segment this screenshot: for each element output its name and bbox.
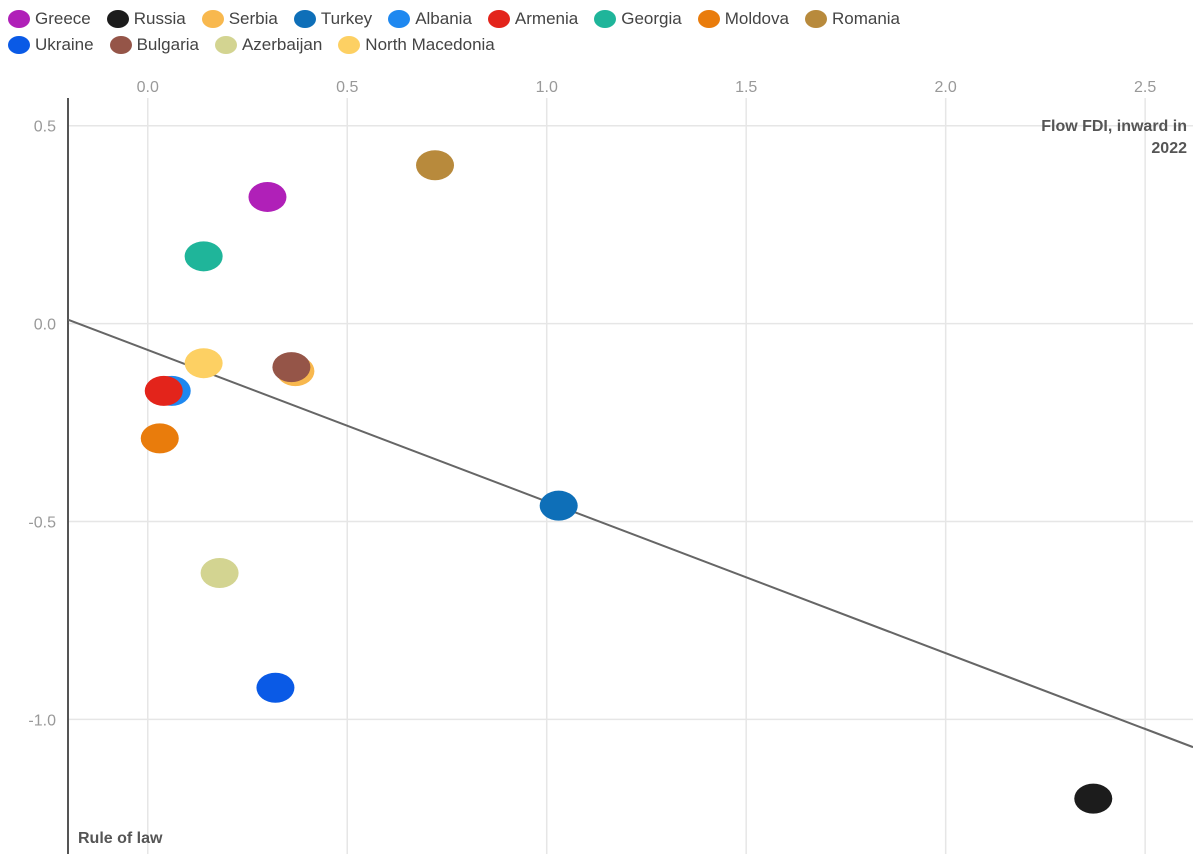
legend-swatch	[214, 36, 237, 54]
legend-label: Greece	[35, 9, 91, 28]
point-russia	[1074, 783, 1113, 814]
legend-label: Ukraine	[35, 35, 94, 54]
legend-item: Serbia	[201, 9, 278, 29]
legend-item: Turkey	[293, 9, 373, 29]
legend-item: Albania	[388, 9, 472, 29]
legend-row: Ukraine Bulgaria Azerbaijan North Macedonia	[8, 32, 1188, 58]
point-georgia	[184, 241, 223, 272]
y-tick-label: -1.0	[28, 712, 56, 729]
legend-label: Bulgaria	[136, 35, 199, 54]
point-romania	[416, 150, 455, 181]
point-ukraine	[256, 672, 295, 703]
x-tick-label: 1.0	[536, 79, 558, 96]
legend-item: Armenia	[487, 9, 579, 29]
legend-swatch	[109, 36, 132, 54]
trendline-group	[67, 318, 1193, 749]
chart-legend: Greece Russia Serbia Turkey Albania Armenia Ge…	[8, 6, 1188, 58]
point-moldova	[140, 423, 179, 454]
legend-swatch	[487, 10, 510, 28]
x-tick-label: 1.5	[735, 79, 757, 96]
legend-label: Russia	[133, 9, 186, 28]
legend-swatch	[804, 10, 827, 28]
legend-item: Greece	[8, 9, 91, 29]
tick-labels: 0.0 0.5 1.0 1.5 2.0 2.5 0.5 0.0 -0.5 -1.0	[28, 79, 1156, 729]
point-bulgaria	[272, 352, 311, 383]
y-tick-label: -0.5	[28, 515, 56, 532]
y-tick-label: 0.5	[34, 119, 56, 136]
legend-item: Russia	[106, 9, 186, 29]
legend-swatch	[201, 10, 224, 28]
y-tick-label: 0.0	[34, 317, 56, 334]
legend-swatch	[338, 36, 361, 54]
legend-swatch	[388, 10, 411, 28]
legend-label: Azerbaijan	[241, 35, 323, 54]
x-tick-label: 0.5	[336, 79, 358, 96]
x-tick-label: 2.5	[1134, 79, 1156, 96]
trendline	[67, 318, 1193, 749]
data-points	[140, 150, 1113, 814]
x-axis-title-line-1: Flow FDI, inward in	[1041, 118, 1187, 135]
legend-item: Azerbaijan	[214, 35, 323, 55]
legend-item: Romania	[804, 9, 901, 29]
grid-lines	[68, 98, 1193, 854]
legend-label: Serbia	[228, 9, 278, 28]
legend-label: Albania	[415, 9, 472, 28]
point-azerbaijan	[200, 557, 239, 588]
point-armenia	[144, 375, 183, 406]
legend-label: Moldova	[724, 9, 789, 28]
legend-swatch	[293, 10, 316, 28]
legend-label: Turkey	[320, 9, 373, 28]
legend-label: Georgia	[621, 9, 682, 28]
legend-label: North Macedonia	[365, 35, 495, 54]
x-tick-label: 2.0	[935, 79, 957, 96]
x-axis-title-line-2: 2022	[1151, 140, 1187, 157]
legend-item: Ukraine	[8, 35, 94, 55]
legend-swatch	[8, 36, 30, 54]
legend-item: Moldova	[697, 9, 789, 29]
legend-swatch	[594, 10, 617, 28]
legend-label: Romania	[831, 9, 901, 28]
y-axis-title: Rule of law	[78, 830, 163, 847]
legend-item: North Macedonia	[338, 35, 495, 55]
x-tick-label: 0.0	[137, 79, 159, 96]
legend-row: Greece Russia Serbia Turkey Albania Armenia Ge…	[8, 6, 1188, 32]
legend-swatch	[8, 10, 30, 28]
legend-swatch	[697, 10, 720, 28]
legend-item: Bulgaria	[109, 35, 199, 55]
point-turkey	[539, 490, 578, 521]
legend-label: Armenia	[514, 9, 579, 28]
legend-swatch	[106, 10, 129, 28]
point-north-macedonia	[184, 348, 223, 379]
legend-item: Georgia	[594, 9, 682, 29]
point-greece	[248, 181, 287, 212]
